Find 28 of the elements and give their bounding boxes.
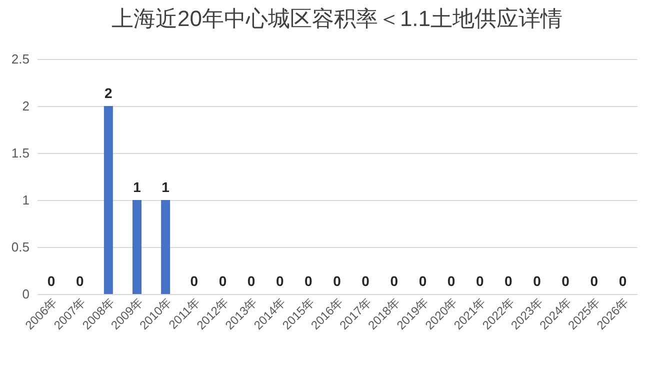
chart-title: 上海近20年中心城区容积率＜1.1土地供应详情 [111,6,563,31]
data-label: 0 [390,273,398,289]
data-label: 0 [476,273,484,289]
y-tick-label: 1 [22,192,30,208]
y-tick-label: 0 [22,286,30,302]
data-label: 0 [590,273,598,289]
data-label: 0 [218,273,227,289]
data-label: 0 [76,273,84,289]
data-label: 0 [362,273,370,289]
data-label: 0 [247,273,256,289]
y-tick-label: 2 [22,98,30,114]
data-label: 0 [418,273,427,289]
data-label: 0 [47,273,56,289]
data-label: 0 [190,273,198,289]
y-tick-label: 1.5 [11,146,30,160]
data-label: 0 [618,273,627,289]
data-label: 1 [162,179,170,195]
data-label: 0 [304,273,313,289]
data-label: 0 [333,273,342,289]
data-label: 0 [562,273,570,289]
data-label: 0 [504,273,513,289]
data-label: 2 [104,85,113,101]
data-label: 0 [447,273,456,289]
y-tick-label: 0.5 [11,240,30,254]
data-label: 0 [533,273,542,289]
y-tick-label: 2.5 [11,52,30,66]
data-label: 0 [276,273,284,289]
data-label: 1 [133,179,142,195]
